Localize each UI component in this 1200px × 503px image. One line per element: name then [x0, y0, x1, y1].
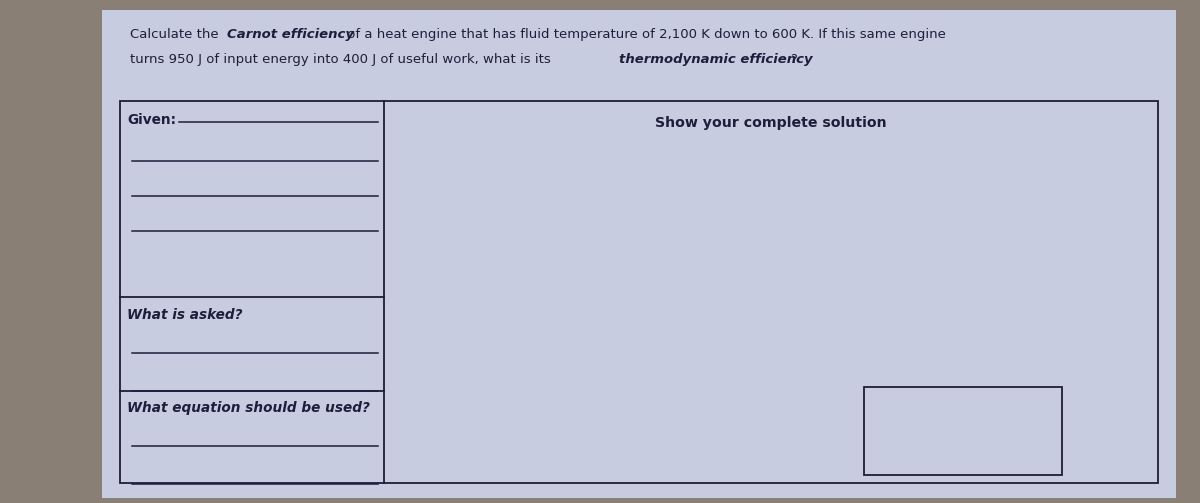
Text: Given:: Given:	[127, 113, 176, 127]
Text: of a heat engine that has fluid temperature of 2,100 K down to 600 K. If this sa: of a heat engine that has fluid temperat…	[343, 28, 946, 41]
Text: Carnot efficiency: Carnot efficiency	[227, 28, 354, 41]
Bar	[102, 10, 1176, 498]
Bar	[864, 387, 1062, 475]
Bar	[120, 101, 1158, 483]
Text: What equation should be used?: What equation should be used?	[127, 401, 370, 415]
Text: Calculate the: Calculate the	[130, 28, 222, 41]
Text: turns 950 J of input energy into 400 J of useful work, what is its: turns 950 J of input energy into 400 J o…	[130, 53, 554, 66]
Text: What is asked?: What is asked?	[127, 307, 242, 321]
Text: thermodynamic efficiency: thermodynamic efficiency	[619, 53, 812, 66]
Text: Show your complete solution: Show your complete solution	[655, 116, 887, 130]
Text: ?: ?	[790, 53, 797, 66]
